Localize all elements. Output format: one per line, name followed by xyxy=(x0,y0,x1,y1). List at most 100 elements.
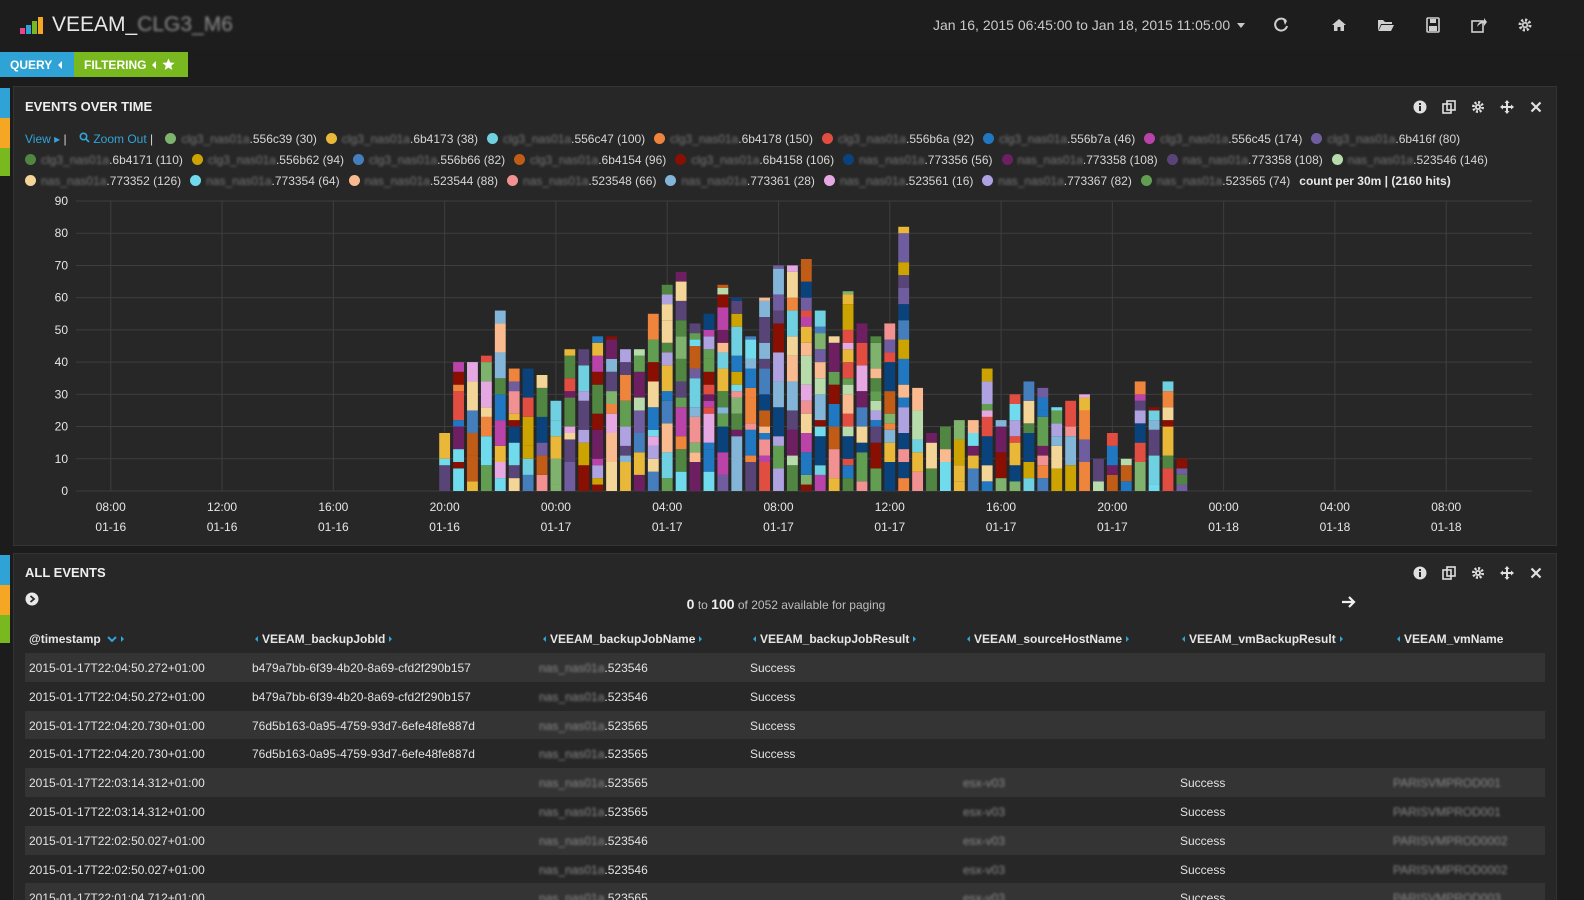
histogram-bar[interactable] xyxy=(981,368,993,491)
legend-item[interactable]: nas_nas01a.523548 (66) xyxy=(507,171,656,192)
share-icon[interactable] xyxy=(1470,16,1488,34)
column-header-backupjobresult[interactable]: VEEAM_backupJobResult xyxy=(753,632,917,646)
legend-item[interactable]: nas_nas01a.523544 (88) xyxy=(348,171,498,192)
duplicate-icon[interactable] xyxy=(1441,565,1457,581)
zoom-out-control[interactable]: Zoom Out | xyxy=(79,129,153,150)
column-header-backupjobname[interactable]: VEEAM_backupJobName xyxy=(543,632,703,646)
legend-item[interactable]: clg3_nas01a.6b416f (80) xyxy=(1311,129,1460,150)
histogram-bar[interactable] xyxy=(926,433,937,491)
filtering-tab[interactable]: FILTERING xyxy=(74,52,188,77)
histogram-bar[interactable] xyxy=(884,323,896,491)
sort-desc-icon[interactable] xyxy=(107,635,117,643)
histogram-bar[interactable] xyxy=(1051,407,1063,491)
home-icon[interactable] xyxy=(1330,16,1348,34)
legend-item[interactable]: nas_nas01a.773367 (82) xyxy=(982,171,1132,192)
table-row[interactable]: 2015-01-17T22:02:50.027+01:00 nas_nas01a.… xyxy=(25,854,1545,884)
histogram-bar[interactable] xyxy=(536,375,548,491)
histogram-bar[interactable] xyxy=(898,226,910,491)
legend-item[interactable]: clg3_nas01a.556b6a (92) xyxy=(821,129,974,150)
histogram-bar[interactable] xyxy=(494,310,506,491)
move-right-icon[interactable] xyxy=(120,636,124,642)
histogram-bar[interactable] xyxy=(467,362,478,491)
legend-item[interactable]: clg3_nas01a.556c47 (100) xyxy=(487,129,645,150)
histogram-bar[interactable] xyxy=(578,349,590,491)
query-tab[interactable]: QUERY xyxy=(0,52,74,77)
move-right-icon[interactable] xyxy=(913,636,917,642)
zoom-out-link[interactable]: Zoom Out xyxy=(93,132,147,146)
brand[interactable]: VEEAM_CLG3_M6 xyxy=(20,13,233,37)
view-menu[interactable]: View ▸ | xyxy=(25,132,67,146)
row-collapse-handle[interactable] xyxy=(0,88,10,118)
table-row[interactable]: 2015-01-17T22:02:50.027+01:00 nas_nas01a.… xyxy=(25,825,1545,855)
histogram-bar[interactable] xyxy=(717,284,729,491)
histogram-bar[interactable] xyxy=(1120,458,1132,491)
histogram-bar[interactable] xyxy=(1037,387,1049,491)
histogram-bar[interactable] xyxy=(953,420,965,491)
refresh-icon[interactable] xyxy=(1272,16,1290,34)
histogram-bar[interactable] xyxy=(480,355,492,491)
move-left-icon[interactable] xyxy=(543,636,546,642)
histogram-bar[interactable] xyxy=(703,313,715,491)
legend-item[interactable]: clg3_nas01a.556b7a (46) xyxy=(983,129,1135,150)
legend-item[interactable]: clg3_nas01a.6b4158 (106) xyxy=(675,150,834,171)
legend-item[interactable]: clg3_nas01a.6b4154 (96) xyxy=(514,150,666,171)
histogram-bar[interactable] xyxy=(1093,458,1104,491)
histogram-bar[interactable] xyxy=(1148,407,1160,491)
table-row[interactable]: 2015-01-17T22:01:04.712+01:00 nas_nas01a.… xyxy=(25,883,1545,900)
histogram-bar[interactable] xyxy=(633,349,645,491)
histogram-bar[interactable] xyxy=(550,400,562,491)
close-icon[interactable] xyxy=(1528,99,1544,115)
histogram-bar[interactable] xyxy=(786,265,798,491)
next-page-arrow-icon[interactable] xyxy=(1341,595,1357,609)
table-row[interactable]: 2015-01-17T22:03:14.312+01:00 nas_nas01a.… xyxy=(25,768,1545,797)
column-header-backupjobid[interactable]: VEEAM_backupJobId xyxy=(255,632,393,646)
legend-item[interactable]: clg3_nas01a.556b62 (94) xyxy=(191,150,344,171)
move-icon[interactable] xyxy=(1499,565,1515,581)
legend-item[interactable]: nas_nas01a.773352 (126) xyxy=(25,171,181,192)
histogram-bar[interactable] xyxy=(1023,381,1035,491)
legend-item[interactable]: nas_nas01a.523546 (146) xyxy=(1331,150,1488,171)
info-icon[interactable] xyxy=(1412,99,1428,115)
legend-item[interactable]: clg3_nas01a.6b4178 (150) xyxy=(654,129,813,150)
move-left-icon[interactable] xyxy=(753,636,756,642)
histogram-bar[interactable] xyxy=(1079,394,1090,491)
table-row[interactable]: 2015-01-17T22:03:14.312+01:00 nas_nas01a.… xyxy=(25,796,1545,826)
histogram-bar[interactable] xyxy=(967,420,979,491)
move-left-icon[interactable] xyxy=(1182,636,1185,642)
move-left-icon[interactable] xyxy=(1397,636,1400,642)
histogram-bar[interactable] xyxy=(675,271,687,491)
legend-item[interactable]: clg3_nas01a.6b4171 (110) xyxy=(25,150,183,171)
table-row[interactable]: 2015-01-17T22:04:50.272+01:00 b479a7bb-6f… xyxy=(25,653,1545,682)
histogram-bar[interactable] xyxy=(773,265,784,491)
info-icon[interactable] xyxy=(1412,565,1428,581)
histogram-bar[interactable] xyxy=(842,291,854,491)
move-right-icon[interactable] xyxy=(1126,636,1130,642)
column-header-vmname[interactable]: VEEAM_vmName xyxy=(1397,632,1503,646)
histogram-bar[interactable] xyxy=(592,336,604,491)
row-collapse-handle[interactable] xyxy=(0,148,10,176)
move-left-icon[interactable] xyxy=(255,636,258,642)
histogram-bar[interactable] xyxy=(940,426,951,491)
legend-item[interactable]: nas_nas01a.523565 (74) xyxy=(1140,171,1290,192)
column-header-vmbackupresult[interactable]: VEEAM_vmBackupResult xyxy=(1182,632,1343,646)
histogram-bar[interactable] xyxy=(814,310,826,491)
gear-icon[interactable] xyxy=(1470,99,1486,115)
histogram-bar[interactable] xyxy=(856,323,868,491)
table-row[interactable]: 2015-01-17T22:04:20.730+01:00 76d5b163-0a… xyxy=(25,739,1545,769)
legend-item[interactable]: nas_nas01a.523561 (16) xyxy=(823,171,973,192)
move-icon[interactable] xyxy=(1499,99,1515,115)
legend-item[interactable]: nas_nas01a.773361 (28) xyxy=(665,171,815,192)
histogram-bar[interactable] xyxy=(689,323,701,491)
legend-item[interactable]: clg3_nas01a.556c39 (30) xyxy=(165,129,317,150)
histogram-bar[interactable] xyxy=(508,368,520,491)
row-collapse-handle[interactable] xyxy=(0,118,10,148)
histogram-bar[interactable] xyxy=(606,336,617,491)
legend-item[interactable]: nas_nas01a.773354 (64) xyxy=(190,171,340,192)
move-right-icon[interactable] xyxy=(1339,636,1343,642)
legend-item[interactable]: clg3_nas01a.556b66 (82) xyxy=(353,150,505,171)
gear-icon[interactable] xyxy=(1470,565,1486,581)
legend-item[interactable]: nas_nas01a.773356 (56) xyxy=(843,150,993,171)
column-header-sourcehostname[interactable]: VEEAM_sourceHostName xyxy=(967,632,1130,646)
move-left-icon[interactable] xyxy=(967,636,970,642)
histogram-bar[interactable] xyxy=(870,336,882,491)
